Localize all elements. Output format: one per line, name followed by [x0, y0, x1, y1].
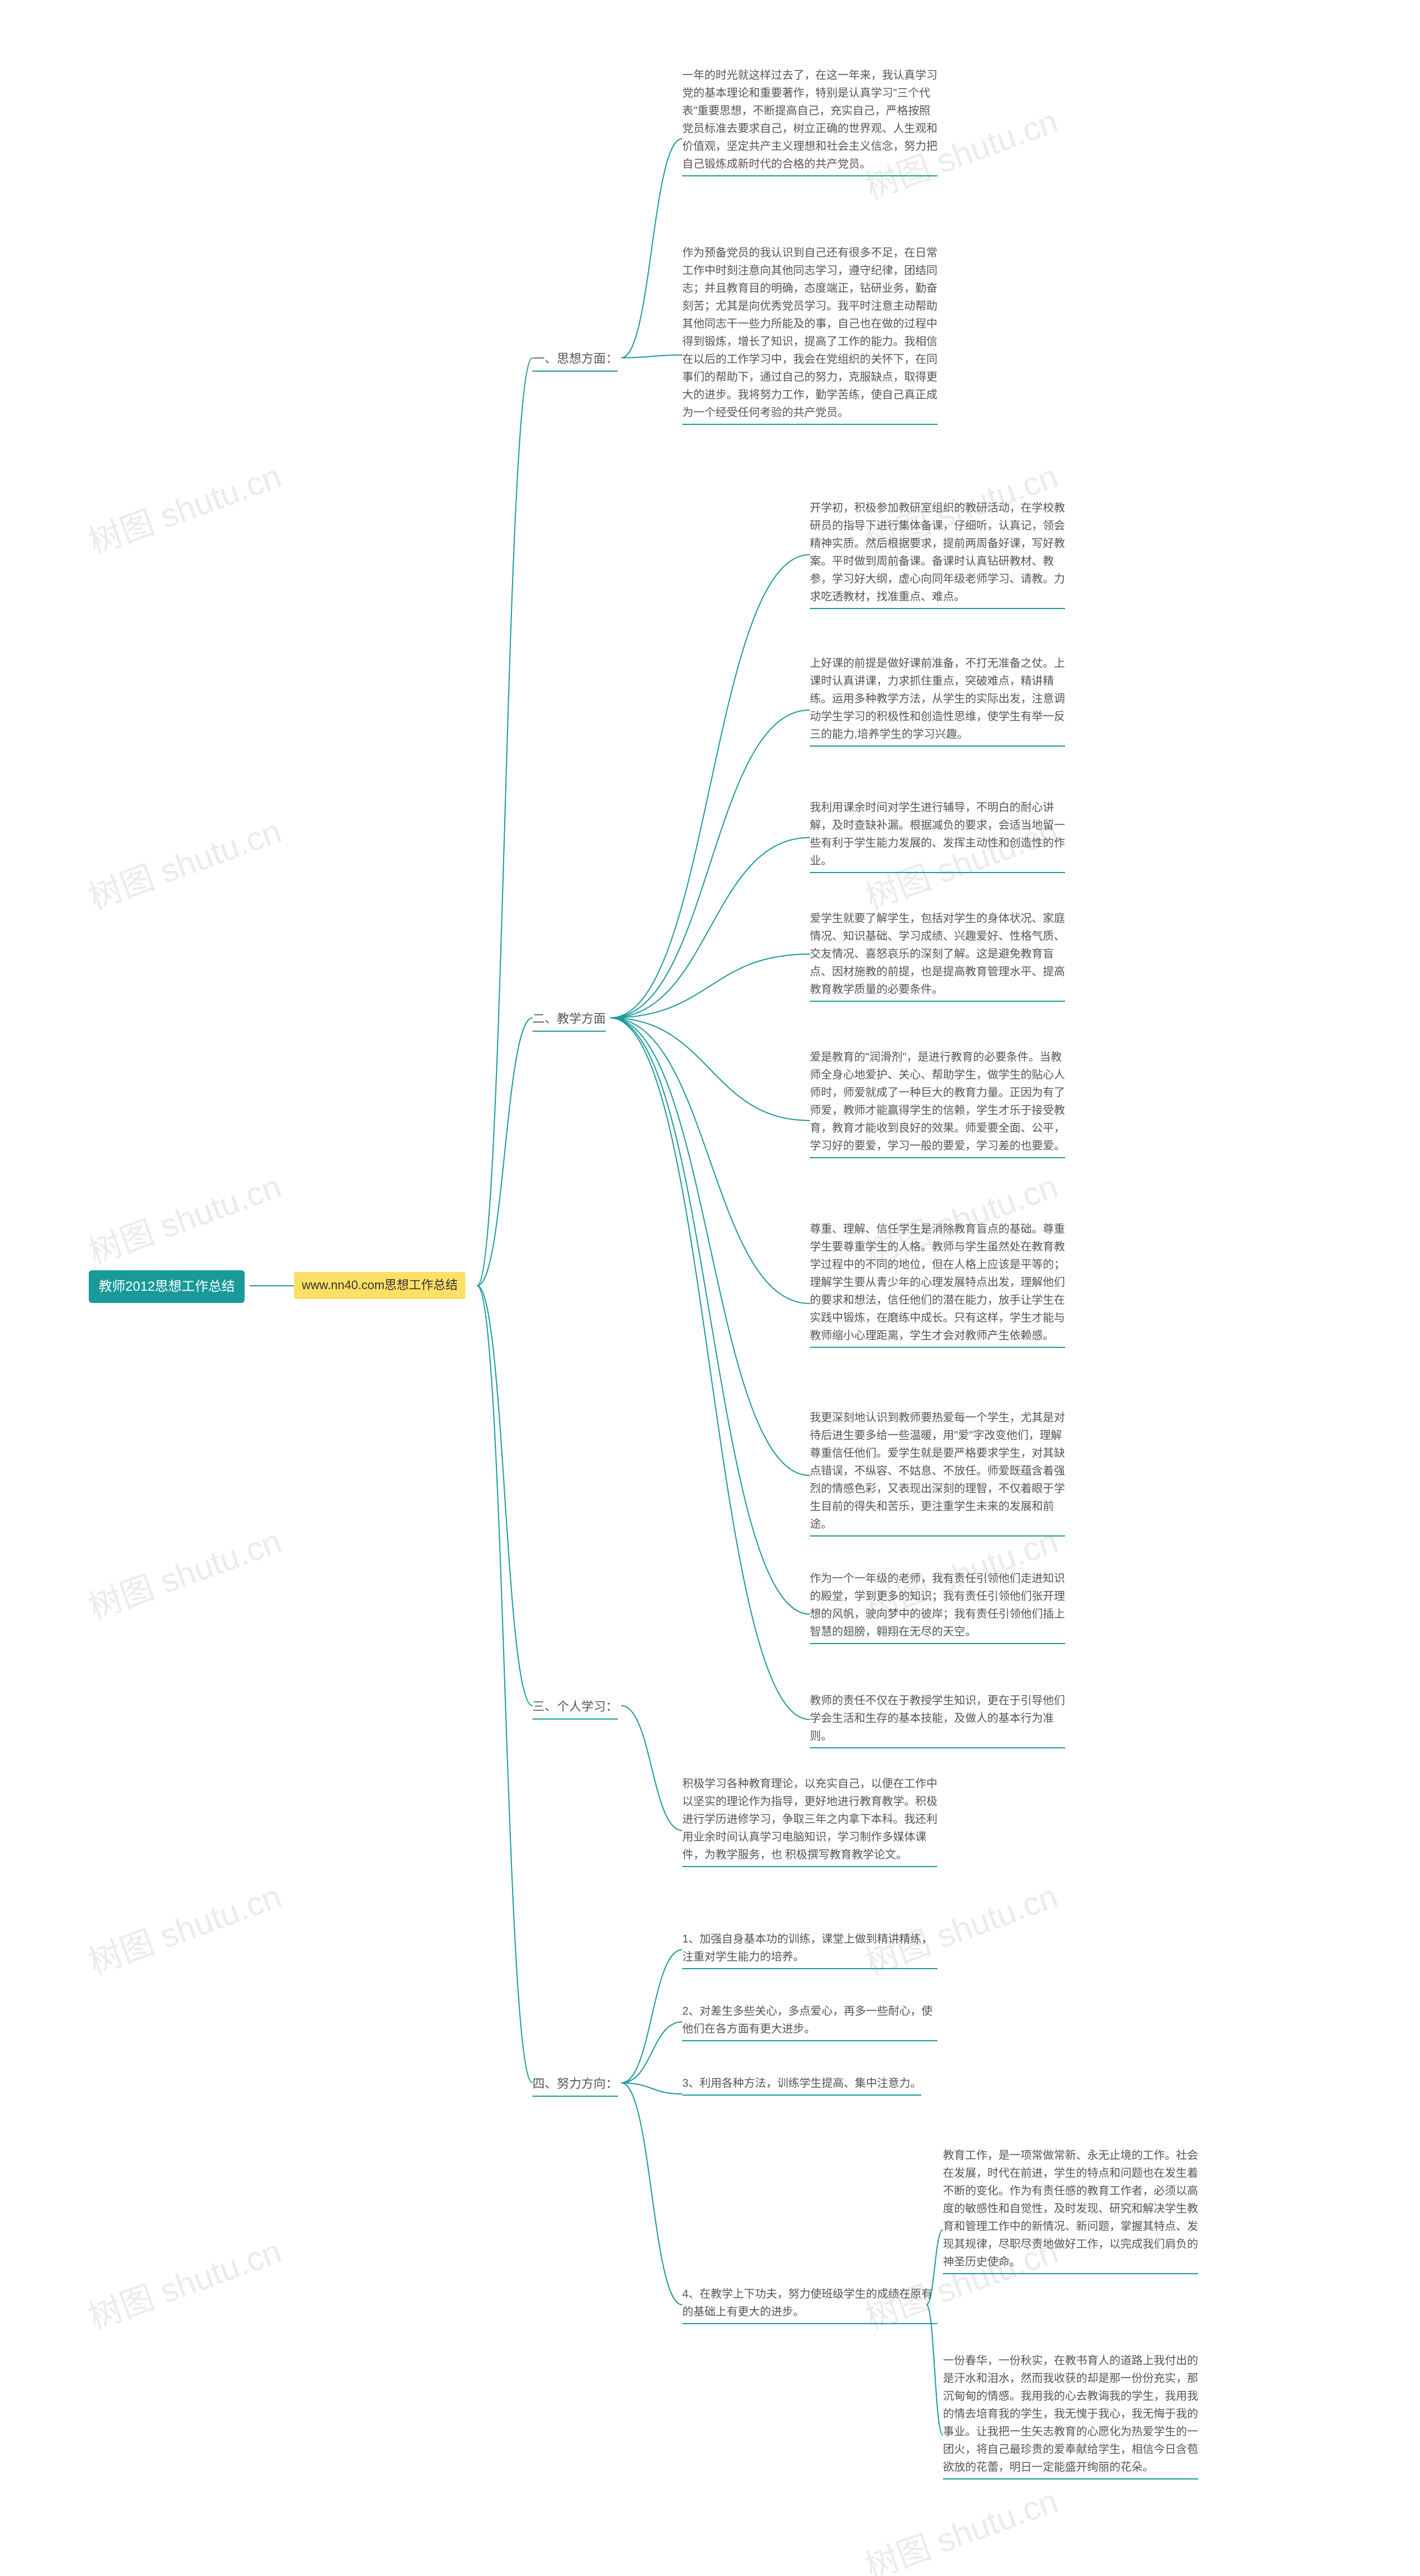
watermark-text: 树图 shutu.cn: [81, 1869, 287, 1984]
edge: [621, 355, 682, 358]
edge: [621, 2083, 682, 2305]
section-node[interactable]: 二、教学方面: [532, 1010, 606, 1032]
leaf-node[interactable]: 我更深刻地认识到教师要热爱每一个学生，尤其是对待后进生要多给一些温暖，用"爱"字…: [810, 1409, 1065, 1537]
edge: [621, 139, 682, 358]
section-node[interactable]: 三、个人学习：: [532, 1697, 618, 1720]
edge: [610, 954, 810, 1018]
watermark-text: 树图 shutu.cn: [81, 2224, 287, 2339]
leaf-node[interactable]: 尊重、理解、信任学生是消除教育盲点的基础。尊重学生要尊重学生的人格。教师与学生虽…: [810, 1220, 1065, 1348]
section-node[interactable]: 一、思想方面：: [532, 349, 618, 372]
edge: [477, 1018, 532, 1286]
leaf-node[interactable]: 上好课的前提是做好课前准备，不打无准备之仗。上课时认真讲课，力求抓住重点，突破难…: [810, 655, 1065, 747]
watermark-text: 树图 shutu.cn: [858, 2474, 1063, 2576]
section-node[interactable]: 四、努力方向：: [532, 2075, 618, 2097]
edge: [926, 2305, 943, 2435]
edge: [610, 1018, 810, 1120]
leaf-node[interactable]: 教师的责任不仅在于教授学生知识，更在于引导他们学会生活和生存的基本技能，及做人的…: [810, 1692, 1065, 1748]
leaf-node[interactable]: 爱学生就要了解学生，包括对学生的身体状况、家庭情况、知识基础、学习成绩、兴趣爱好…: [810, 910, 1065, 1002]
watermark-text: 树图 shutu.cn: [81, 449, 287, 564]
edge: [621, 1950, 682, 2083]
edge: [477, 1286, 532, 2083]
edge: [621, 1706, 682, 1830]
leaf-node[interactable]: 4、在教学上下功夫，努力使班级学生的成绩在原有的基础上有更大的进步。: [682, 2285, 937, 2324]
leaf-node[interactable]: 积极学习各种教育理论，以充实自己，以便在工作中以坚实的理论作为指导，更好地进行教…: [682, 1775, 937, 1867]
leaf-node[interactable]: 教育工作，是一项常做常新、永无止境的工作。社会在发展，时代在前进，学生的特点和问…: [943, 2147, 1198, 2274]
leaf-node[interactable]: 3、利用各种方法，训练学生提高、集中注意力。: [682, 2075, 921, 2096]
subtitle-node[interactable]: www.nn40.com思想工作总结: [294, 1272, 465, 1299]
edge: [610, 838, 810, 1018]
leaf-node[interactable]: 一份春华，一份秋实，在教书育人的道路上我付出的是汗水和泪水，然而我收获的却是那一…: [943, 2352, 1198, 2479]
watermark-text: 树图 shutu.cn: [81, 1159, 287, 1274]
edge: [621, 2022, 682, 2083]
mindmap-canvas: 树图 shutu.cn 树图 shutu.cn 树图 shutu.cn 树图 shut…: [0, 0, 1420, 2576]
edge: [610, 555, 810, 1018]
leaf-node[interactable]: 2、对差生多些关心，多点爱心，再多一些耐心，使他们在各方面有更大进步。: [682, 2002, 937, 2041]
edge: [610, 1018, 810, 1304]
leaf-node[interactable]: 一年的时光就这样过去了，在这一年来，我认真学习党的基本理论和重要著作，特别是认真…: [682, 67, 937, 176]
edge: [610, 1018, 810, 1475]
edge: [610, 710, 810, 1018]
leaf-node[interactable]: 爱是教育的"润滑剂"，是进行教育的必要条件。当教师全身心地爱护、关心、帮助学生，…: [810, 1048, 1065, 1158]
leaf-node[interactable]: 开学初，积极参加教研室组织的教研活动，在学校教研员的指导下进行集体备课，仔细听，…: [810, 499, 1065, 609]
root-node[interactable]: 教师2012思想工作总结: [89, 1270, 245, 1303]
watermark-text: 树图 shutu.cn: [81, 804, 287, 919]
leaf-node[interactable]: 我利用课余时间对学生进行辅导，不明白的耐心讲解，及时查缺补漏。根据减负的要求，会…: [810, 799, 1065, 873]
edge: [621, 2083, 682, 2094]
leaf-node[interactable]: 作为一个一年级的老师，我有责任引领他们走进知识的殿堂，学到更多的知识；我有责任引…: [810, 1570, 1065, 1644]
edge: [477, 1286, 532, 1706]
edge: [610, 1018, 810, 1720]
edge: [610, 1018, 810, 1614]
edge: [477, 358, 532, 1286]
leaf-node[interactable]: 1、加强自身基本功的训练，课堂上做到精讲精练，注重对学生能力的培养。: [682, 1930, 937, 1969]
leaf-node[interactable]: 作为预备党员的我认识到自己还有很多不足，在日常工作中时刻注意向其他同志学习，遵守…: [682, 244, 937, 425]
watermark-text: 树图 shutu.cn: [81, 1514, 287, 1629]
